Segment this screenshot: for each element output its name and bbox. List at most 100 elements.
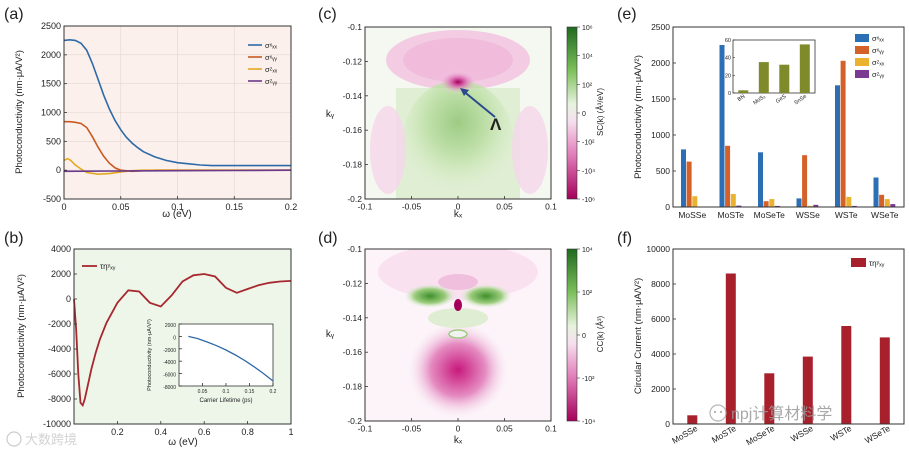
panel-f-bar [687,415,698,425]
watermark-left-text: 大数跨境 [25,432,77,447]
panel-b-legend-label: τηʸₓᵧ [100,262,116,271]
panel-f-category-label: WSSe [789,423,815,444]
panel-c-xtick-label: 0.05 [496,202,513,212]
panel-e-bar [802,155,808,207]
panel-e-bar [758,152,763,207]
panel-f-bar [841,326,852,424]
panel-c-ytick-label: -0.2 [347,194,362,204]
panel-b-inset-frame [178,323,274,387]
panel-a-xtick-label: 0 [61,202,66,212]
panel-f-frame [672,248,905,425]
panel-a-xtick-label: 0.05 [112,202,130,212]
panel-c-colorbar-tick-label: -10⁴ [582,168,595,175]
panel-e-legend-label: σᶻᵧᵧ [872,70,885,79]
panel-e-category-label: MoSeTe [754,210,785,220]
panel-a-ytick-label: 0 [56,165,61,175]
panel-f-bar [725,273,736,424]
panel-d-ylabel: kᵧ [326,329,335,340]
panel-f-legend: τηʸₓᵧ [851,258,885,268]
panel-d-xtick-label: 0.05 [496,424,513,434]
panel-e-bar [873,177,879,207]
panel-b-series-line-0 [73,273,292,408]
panel-e-category-label: MoSTe [718,210,745,220]
panel-e-bar [719,45,725,207]
panel-f-category-label: WSeTe [863,423,892,445]
panel-e-bar [725,145,731,207]
panel-b-inset-ylabel: Photoconductivity (nm·μA/V²) [147,319,153,391]
panel-e-ytick-label: 2500 [651,22,670,32]
panel-b-ytick-label: -4000 [48,344,71,354]
panel-f-ytick-label: 8000 [651,279,670,289]
panel-c-colorbar [566,26,578,200]
panel-e-legend-label: σᶻₓₓ [872,58,885,67]
panel-e-inset-bar [738,90,749,93]
panel-b-ytick-label: -6000 [48,369,71,379]
panel-b-legend: τηʸₓᵧ [82,262,116,271]
panel-e-bar [890,204,896,207]
panel-c-heatmap [365,27,551,199]
panel-d-ytick-label: -0.2 [347,416,362,426]
panel-label-c: (c) [318,6,337,23]
panel-f-category-label: MoSSe [670,423,699,446]
panel-d-heatmap [365,249,551,421]
panel-b-xtick-label: 0.8 [241,427,254,437]
panel-e-bar [840,60,846,207]
panel-e-bar [763,201,769,207]
panel-e-bar [692,196,698,207]
panel-b-ytick-label: 0 [66,294,71,304]
panel-e-bar [769,199,775,207]
panel-a-ytick-label: 1000 [41,108,61,118]
panel-a-xlabel: ω (eV) [162,209,191,220]
panel-a-ytick-label: 2500 [41,21,61,31]
panel-c-colorbar-tick-label: -10⁶ [582,197,595,204]
panel-a-ytick-label: 500 [46,136,61,146]
panel-b-ytick-label: -2000 [48,319,71,329]
panel-e-bar [730,194,736,207]
panel-f-ytick-label: 0 [665,419,670,429]
panel-e-legend-label: σˣᵧᵧ [872,46,884,55]
panel-c: -0.1 -0.05 0 0.05 0.1 -0.1 -0.12 -0.14 -0.16 -0.1… [326,22,605,220]
panel-c-ylabel: kᵧ [326,109,335,120]
panel-a-series-line-0 [63,38,291,167]
panel-e-ytick-label: 2000 [651,58,670,68]
panel-d-colorbar-tick-label: 0 [582,333,586,340]
panel-c-colorbar-tick-label: 10⁴ [582,54,593,61]
panel-e-ytick-label: 1500 [651,94,670,104]
panel-e-bar [686,161,692,207]
panel-f-ytick-label: 4000 [651,349,670,359]
panel-c-ytick-label: -0.14 [343,91,363,101]
panel-b-xtick-label: 0.4 [155,427,168,437]
panel-a: 0 0.05 0.1 0.15 0.2-50005001000150020002500 … [14,21,297,220]
panel-b-ytick-label: 4000 [51,244,71,254]
panel-a-legend: σˣₓₓ σˣᵧᵧ σᶻₓₓ σᶻᵧᵧ [248,41,278,86]
panel-a-xtick-label: 0.1 [171,202,184,212]
panel-label-e: (e) [617,6,637,23]
panel-e-inset-category-label: BN [737,94,747,103]
panel-c-colorbar-tick-label: -10² [582,140,595,147]
panel-c-colorbar-tick-label: 10² [582,82,593,89]
wechat-logo-icon [709,404,727,422]
panel-b-ytick-label: -8000 [48,394,71,404]
panel-c-xtick-label: 0.1 [545,202,557,212]
panel-d-xtick-label: -0.05 [402,424,422,434]
panel-a-ytick-label: 1500 [41,79,61,89]
panel-e-bar [813,204,819,207]
panel-d-colorbar-tick-label: 10² [582,290,593,297]
panel-e-inset-ytick-label: 20 [725,73,731,79]
panel-b-inset-line [188,335,274,382]
panel-f-bar [802,356,813,424]
watermark-right-text: npj计算材料学 [731,404,832,423]
panel-e-inset-category-label: GeS [775,94,788,105]
watermark-left: 大数跨境 [6,431,77,447]
panel-c-annotation: Λ [490,115,502,134]
panel-f-bar [764,373,775,425]
panel-a-xtick-label: 0.15 [225,202,243,212]
panel-c-xtick-label: -0.1 [358,202,373,212]
panel-b-inset-ytick-label: -6000 [163,373,176,379]
panel-c-colorbar-tick-label: 10⁶ [582,25,593,32]
panel-b-xtick-label: 0.2 [111,427,124,437]
panel-e-legend-swatch [855,34,869,42]
panel-e-bar [774,205,780,207]
panel-a-legend-label: σᶻₓₓ [265,65,278,74]
panel-c-xtick-label: 0 [456,202,461,212]
